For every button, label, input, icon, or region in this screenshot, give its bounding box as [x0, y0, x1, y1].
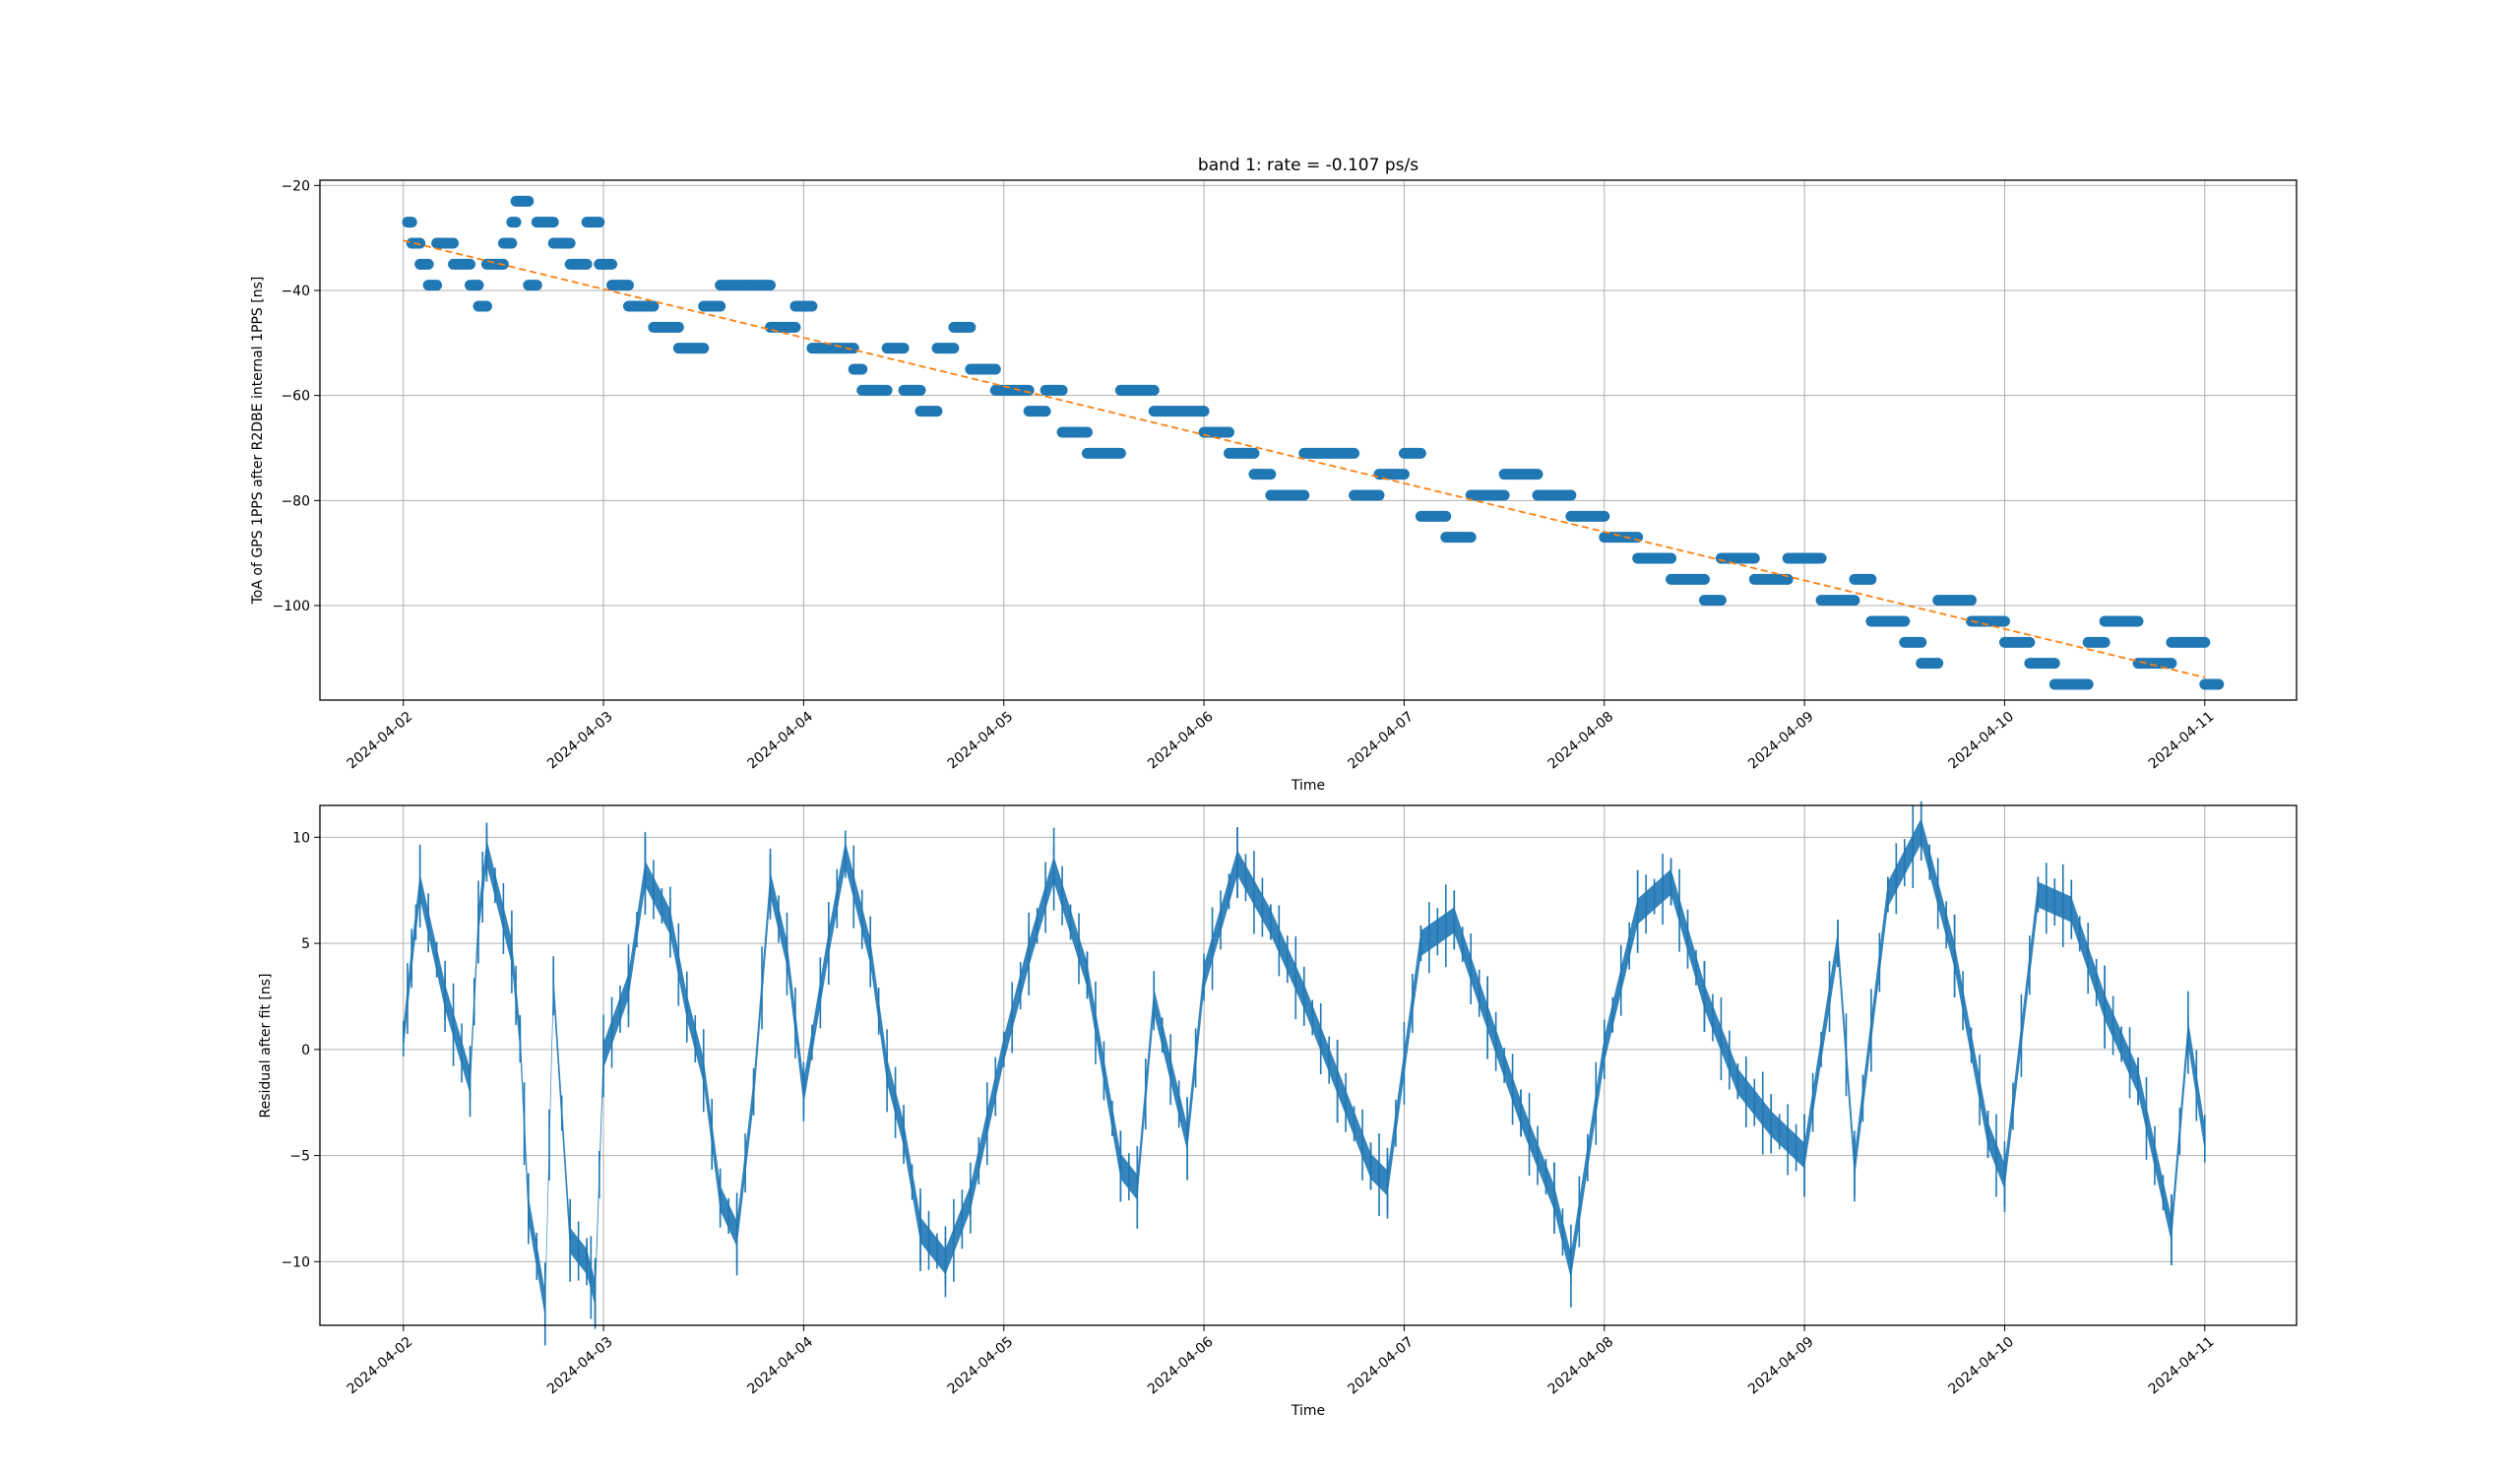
x-tick-label: 2024-04-05 [945, 1334, 1017, 1398]
x-tick-label: 2024-04-09 [1745, 709, 1817, 773]
residual-band [419, 872, 446, 1009]
top-plot: 2024-04-02 2024-04-03 2024-04-04 2024-04-05… [250, 178, 2298, 794]
x-tick-label: 2024-04-10 [1945, 1334, 2017, 1398]
y-tick-label: −20 [281, 178, 310, 194]
residual-band [486, 839, 512, 965]
top-plot-y-label: ToA of GPS 1PPS after R2DBE internal 1PP… [250, 277, 266, 606]
bottom-plot-x-label: Time [1291, 1403, 1325, 1419]
residual-band [1029, 856, 1054, 967]
y-tick-label: −60 [281, 389, 310, 405]
top-plot-y-ticks: −20 −40 −60 −80 −100 [273, 178, 320, 614]
x-tick-label: 2024-04-05 [945, 709, 1017, 773]
bottom-plot: 2024-04-02 2024-04-03 2024-04-04 2024-04-05… [258, 801, 2298, 1419]
x-tick-label: 2024-04-11 [2146, 709, 2218, 773]
x-tick-label: 2024-04-06 [1145, 1334, 1217, 1398]
bottom-plot-x-ticks: 2024-04-02 2024-04-03 2024-04-04 2024-04-05… [345, 1325, 2218, 1398]
fit-line [403, 239, 2206, 678]
x-tick-label: 2024-04-04 [744, 709, 816, 773]
y-tick-label: −40 [281, 284, 310, 299]
bottom-plot-grid [320, 805, 2297, 1325]
residual-band [1003, 940, 1030, 1062]
top-plot-markers [402, 195, 2225, 690]
y-tick-label: −80 [281, 493, 310, 509]
bottom-plot-y-label: Residual after fit [ns] [258, 974, 274, 1119]
y-tick-label: −5 [289, 1149, 310, 1165]
x-tick-label: 2024-04-08 [1545, 709, 1617, 773]
x-tick-label: 2024-04-02 [345, 1334, 416, 1398]
top-plot-x-label: Time [1291, 778, 1325, 794]
y-tick-label: −100 [273, 599, 310, 614]
residual-band [445, 983, 471, 1095]
y-tick-label: 10 [292, 830, 310, 846]
top-plot-fit-line [403, 239, 2206, 678]
x-tick-label: 2024-04-06 [1145, 709, 1217, 773]
residual-band [803, 930, 829, 1105]
x-tick-label: 2024-04-08 [1545, 1334, 1617, 1398]
top-plot-x-ticks: 2024-04-02 2024-04-03 2024-04-04 2024-04-05… [345, 700, 2218, 773]
bottom-plot-frame [319, 804, 2298, 1326]
chart-title: band 1: rate = -0.107 ps/s [1198, 156, 1418, 175]
x-tick-label: 2024-04-07 [1345, 1334, 1417, 1398]
x-tick-label: 2024-04-02 [345, 709, 416, 773]
top-plot-frame [319, 179, 2298, 701]
residual-band [645, 860, 670, 935]
x-tick-label: 2024-04-09 [1745, 1334, 1817, 1398]
x-tick-label: 2024-04-10 [1945, 709, 2017, 773]
residual-band [945, 1185, 971, 1275]
x-tick-label: 2024-04-03 [544, 1334, 616, 1398]
y-tick-label: −10 [281, 1254, 310, 1270]
residual-band [920, 1217, 946, 1275]
x-tick-label: 2024-04-07 [1345, 709, 1417, 773]
bottom-plot-y-ticks: 10 5 0 −5 −10 [281, 830, 320, 1270]
x-tick-label: 2024-04-11 [2146, 1334, 2218, 1398]
x-tick-label: 2024-04-03 [544, 709, 616, 773]
y-tick-label: 5 [301, 936, 310, 952]
residual-band [845, 841, 871, 965]
residual-band [603, 973, 629, 1069]
x-tick-label: 2024-04-04 [744, 1334, 816, 1398]
bottom-plot-residual-trace [402, 801, 2206, 1346]
y-tick-label: 0 [301, 1043, 310, 1058]
